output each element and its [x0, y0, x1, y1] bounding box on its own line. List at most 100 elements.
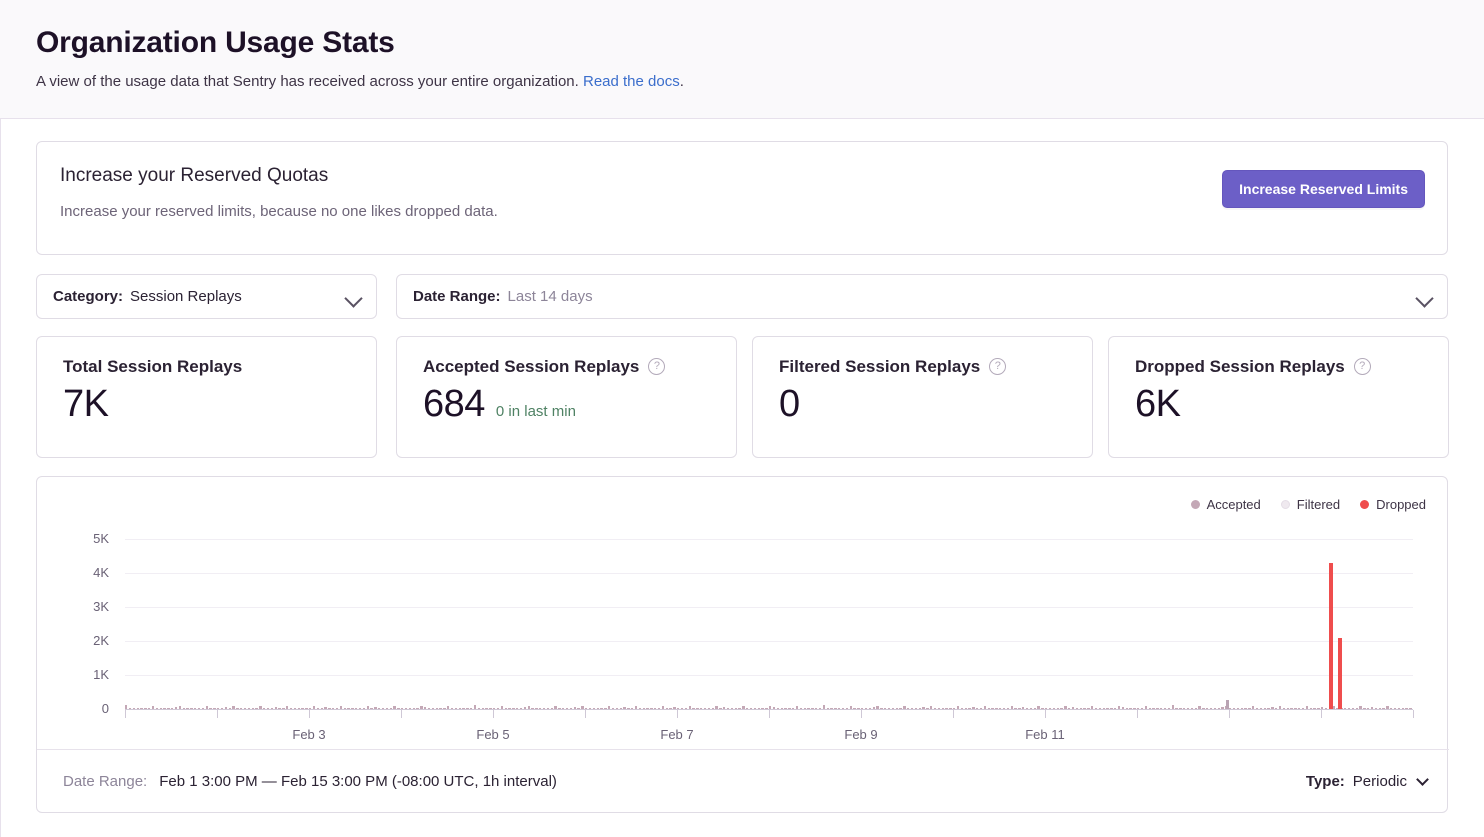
chart-bar: [864, 708, 868, 709]
read-the-docs-link[interactable]: Read the docs: [582, 73, 680, 90]
chart-bar: [209, 708, 212, 709]
x-axis-tick: [309, 710, 310, 718]
chart-bar: [328, 708, 331, 709]
chart-bar: [1156, 708, 1159, 709]
chart-bar: [868, 708, 872, 709]
chart-bar: [190, 708, 193, 709]
chart-bar: [535, 708, 538, 709]
chart-bar: [799, 708, 803, 709]
chart-bar: [1175, 708, 1178, 709]
chart-bar: [270, 708, 274, 709]
y-axis-tick-label: 1K: [93, 667, 109, 682]
chart-bar: [1374, 708, 1378, 709]
chart-bar: [332, 708, 335, 709]
chart-bar: [872, 706, 875, 709]
chart-bar: [861, 708, 864, 709]
chart-bar: [443, 708, 446, 709]
chart-bar: [1263, 708, 1266, 709]
chart-type-label: Type:: [1305, 772, 1345, 790]
chart-bar: [1305, 706, 1309, 709]
chart-bar: [1022, 706, 1025, 709]
chart-bar: [251, 708, 254, 709]
chart-bar: [247, 708, 251, 709]
chart-bar: [907, 708, 910, 709]
chart-bar: [128, 708, 132, 709]
chart-bar: [562, 708, 565, 709]
x-axis-tick: [1137, 710, 1138, 718]
date-range-dropdown[interactable]: Date Range: Last 14 days: [396, 274, 1448, 319]
chart-bar: [1087, 708, 1090, 709]
chart-bar: [999, 708, 1002, 709]
chart-type-dropdown[interactable]: Type: Periodic: [1305, 772, 1429, 790]
chart-gridline: [125, 641, 1413, 642]
chart-bar: [845, 708, 849, 709]
chart-bar: [194, 708, 197, 709]
chart-bar: [1167, 708, 1171, 709]
scorecard-value: 6K: [1135, 383, 1181, 425]
chart-bar: [1267, 708, 1270, 709]
chart-bar: [841, 708, 845, 709]
scorecard-title: Total Session Replays: [63, 357, 243, 376]
help-question-icon[interactable]: ?: [989, 358, 1007, 375]
help-question-icon[interactable]: ?: [1353, 358, 1371, 375]
help-question-icon[interactable]: ?: [648, 358, 666, 375]
chart-bar: [454, 708, 458, 709]
chart-footer: Date Range: Feb 1 3:00 PM — Feb 15 3:00 …: [37, 749, 1449, 812]
chart-bar: [462, 708, 465, 709]
chart-bar: [1025, 708, 1029, 709]
chart-type-value: Periodic: [1352, 772, 1407, 790]
chart-bar: [991, 708, 994, 709]
scorecard-value: 7K: [63, 383, 109, 425]
chart-bar: [661, 706, 665, 709]
quota-banner: Increase your Reserved Quotas Increase y…: [36, 141, 1448, 255]
chart-bar: [439, 708, 442, 709]
chart-bar: [669, 708, 672, 709]
chart-bar: [500, 706, 504, 709]
scorecard-row: Total Session Replays 7K Accepted Sessio…: [36, 336, 1449, 458]
chart-bar: [884, 708, 887, 709]
page-left-border: [0, 0, 1, 837]
chart-gridline: [125, 539, 1413, 540]
chart-bar: [596, 708, 599, 709]
chart-bar: [945, 708, 948, 709]
chart-bar: [1401, 708, 1404, 709]
chart-bar: [1010, 706, 1013, 709]
scorecard-title: Dropped Session Replays: [1135, 357, 1345, 376]
chart-bar: [282, 708, 285, 709]
chart-bar: [700, 708, 703, 709]
chart-bar: [1282, 708, 1286, 709]
chart-bar: [619, 708, 622, 709]
chart-bar: [1198, 706, 1201, 709]
legend-dot-icon: [1280, 500, 1290, 509]
legend-item[interactable]: Filtered: [1280, 497, 1341, 512]
chart-bar: [807, 708, 810, 709]
category-dropdown[interactable]: Category: Session Replays: [36, 274, 377, 319]
legend-label: Filtered: [1296, 497, 1341, 512]
chart-bar: [401, 708, 404, 709]
legend-item[interactable]: Dropped: [1360, 497, 1426, 512]
x-axis-line: [125, 709, 1413, 710]
footer-date-range-value: Feb 1 3:00 PM — Feb 15 3:00 PM (-08:00 U…: [159, 772, 557, 790]
chart-bar: [776, 708, 780, 709]
chart-bar: [512, 708, 515, 709]
chart-bar: [335, 708, 339, 709]
chart-bar: [1405, 708, 1408, 709]
chart-bar: [496, 708, 500, 709]
x-axis-tick: [861, 710, 862, 718]
increase-reserved-limits-button[interactable]: Increase Reserved Limits: [1222, 170, 1425, 208]
chart-bar: [738, 708, 741, 709]
chart-bar: [654, 708, 657, 709]
chart-bar: [412, 708, 415, 709]
chart-bar: [1386, 706, 1389, 709]
scorecard-title: Filtered Session Replays: [779, 357, 981, 376]
chart-bar: [489, 708, 492, 709]
chart-bar: [458, 708, 461, 709]
legend-label: Accepted: [1206, 497, 1261, 512]
legend-item[interactable]: Accepted: [1190, 497, 1261, 512]
chart-plot-area[interactable]: 0 1K 2K 3K 4K 5K Feb 3 Feb 5 Feb 7 Feb 9 Feb 11: [37, 521, 1449, 751]
chart-bar: [826, 708, 829, 709]
chart-bar: [880, 708, 883, 709]
chart-bar: [523, 706, 527, 709]
chart-bar: [949, 708, 952, 709]
chart-bar: [577, 708, 580, 709]
